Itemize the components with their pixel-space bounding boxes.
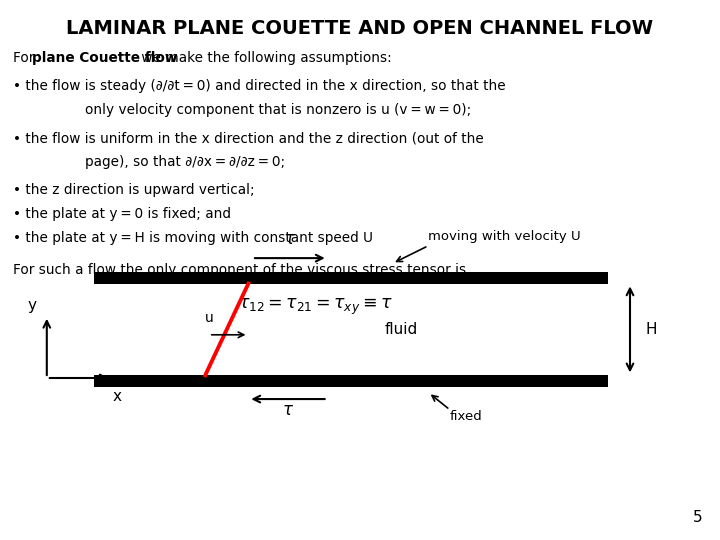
Text: we make the following assumptions:: we make the following assumptions: [137,51,392,65]
Text: • the z direction is upward vertical;: • the z direction is upward vertical; [13,183,255,197]
Text: u: u [205,311,214,325]
Text: For such a flow the only component of the viscous stress tensor is: For such a flow the only component of th… [13,263,466,277]
Text: y: y [28,298,37,313]
Text: fixed: fixed [450,410,482,423]
Text: • the plate at y = H is moving with constant speed U: • the plate at y = H is moving with cons… [13,231,373,245]
Text: $\tau_{12} = \tau_{21} = \tau_{xy} \equiv \tau$: $\tau_{12} = \tau_{21} = \tau_{xy} \equi… [238,296,392,317]
Text: fluid: fluid [384,322,418,337]
Text: $\tau$: $\tau$ [284,232,296,248]
Text: LAMINAR PLANE COUETTE AND OPEN CHANNEL FLOW: LAMINAR PLANE COUETTE AND OPEN CHANNEL F… [66,19,654,38]
Text: $\tau$: $\tau$ [282,402,294,418]
Text: moving with velocity U: moving with velocity U [428,230,581,243]
Bar [94,375,608,387]
Text: • the flow is steady (∂/∂t = 0) and directed in the x direction, so that the: • the flow is steady (∂/∂t = 0) and dire… [13,79,505,93]
Text: • the flow is uniform in the x direction and the z direction (out of the: • the flow is uniform in the x direction… [13,131,484,145]
Text: For: For [13,51,39,65]
Text: only velocity component that is nonzero is u (v = w = 0);: only velocity component that is nonzero … [85,103,471,117]
Text: page), so that ∂/∂x = ∂/∂z = 0;: page), so that ∂/∂x = ∂/∂z = 0; [85,155,285,169]
Text: 5: 5 [693,510,702,525]
Text: • the plate at y = 0 is fixed; and: • the plate at y = 0 is fixed; and [13,207,231,221]
Bar [94,272,608,284]
Text: plane Couette flow: plane Couette flow [32,51,177,65]
Text: H: H [646,322,657,337]
Text: x: x [113,389,122,404]
